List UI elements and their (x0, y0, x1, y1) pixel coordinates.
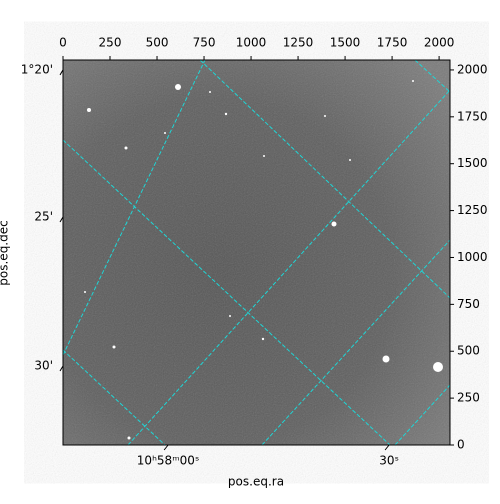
y-tick-label: 750 (457, 297, 480, 311)
dec-tick (59, 69, 64, 76)
sky-image (63, 60, 450, 445)
x-tick-label: 1250 (283, 36, 314, 50)
x-tick-label: 750 (193, 36, 216, 50)
dec-tick-label: 1°20' (21, 62, 53, 76)
y-tick-label: 500 (457, 344, 480, 358)
ra-tick (384, 444, 390, 451)
x-tick-label: 0 (59, 36, 67, 50)
y-tick-label: 1500 (457, 156, 488, 170)
x-tick-label: 2000 (424, 36, 455, 50)
ra-tick-label: 30ˢ (379, 454, 399, 468)
x-tick-label: 1750 (377, 36, 408, 50)
x-axis-label: pos.eq.ra (228, 475, 284, 489)
x-tick-label: 250 (99, 36, 122, 50)
x-tick-label: 1500 (330, 36, 361, 50)
y-axis-label: pos.eq.dec (0, 220, 11, 285)
y-tick-label: 0 (457, 438, 465, 452)
y-tick-label: 250 (457, 391, 480, 405)
x-tick-label: 1000 (236, 36, 267, 50)
y-tick-label: 1250 (457, 203, 488, 217)
world-grid (63, 60, 450, 445)
y-tick-label: 2000 (457, 62, 488, 76)
ra-tick-label: 10ʰ58ᵐ00ˢ (137, 454, 200, 468)
dec-tick-label: 30' (34, 359, 53, 373)
y-tick-label: 1000 (457, 250, 488, 264)
ra-tick (163, 444, 169, 451)
dec-tick (59, 216, 64, 223)
x-tick-label: 500 (146, 36, 169, 50)
dec-tick (59, 365, 64, 372)
dec-tick-label: 25' (34, 209, 53, 223)
frame (62, 59, 451, 446)
y-tick-label: 1750 (457, 109, 488, 123)
